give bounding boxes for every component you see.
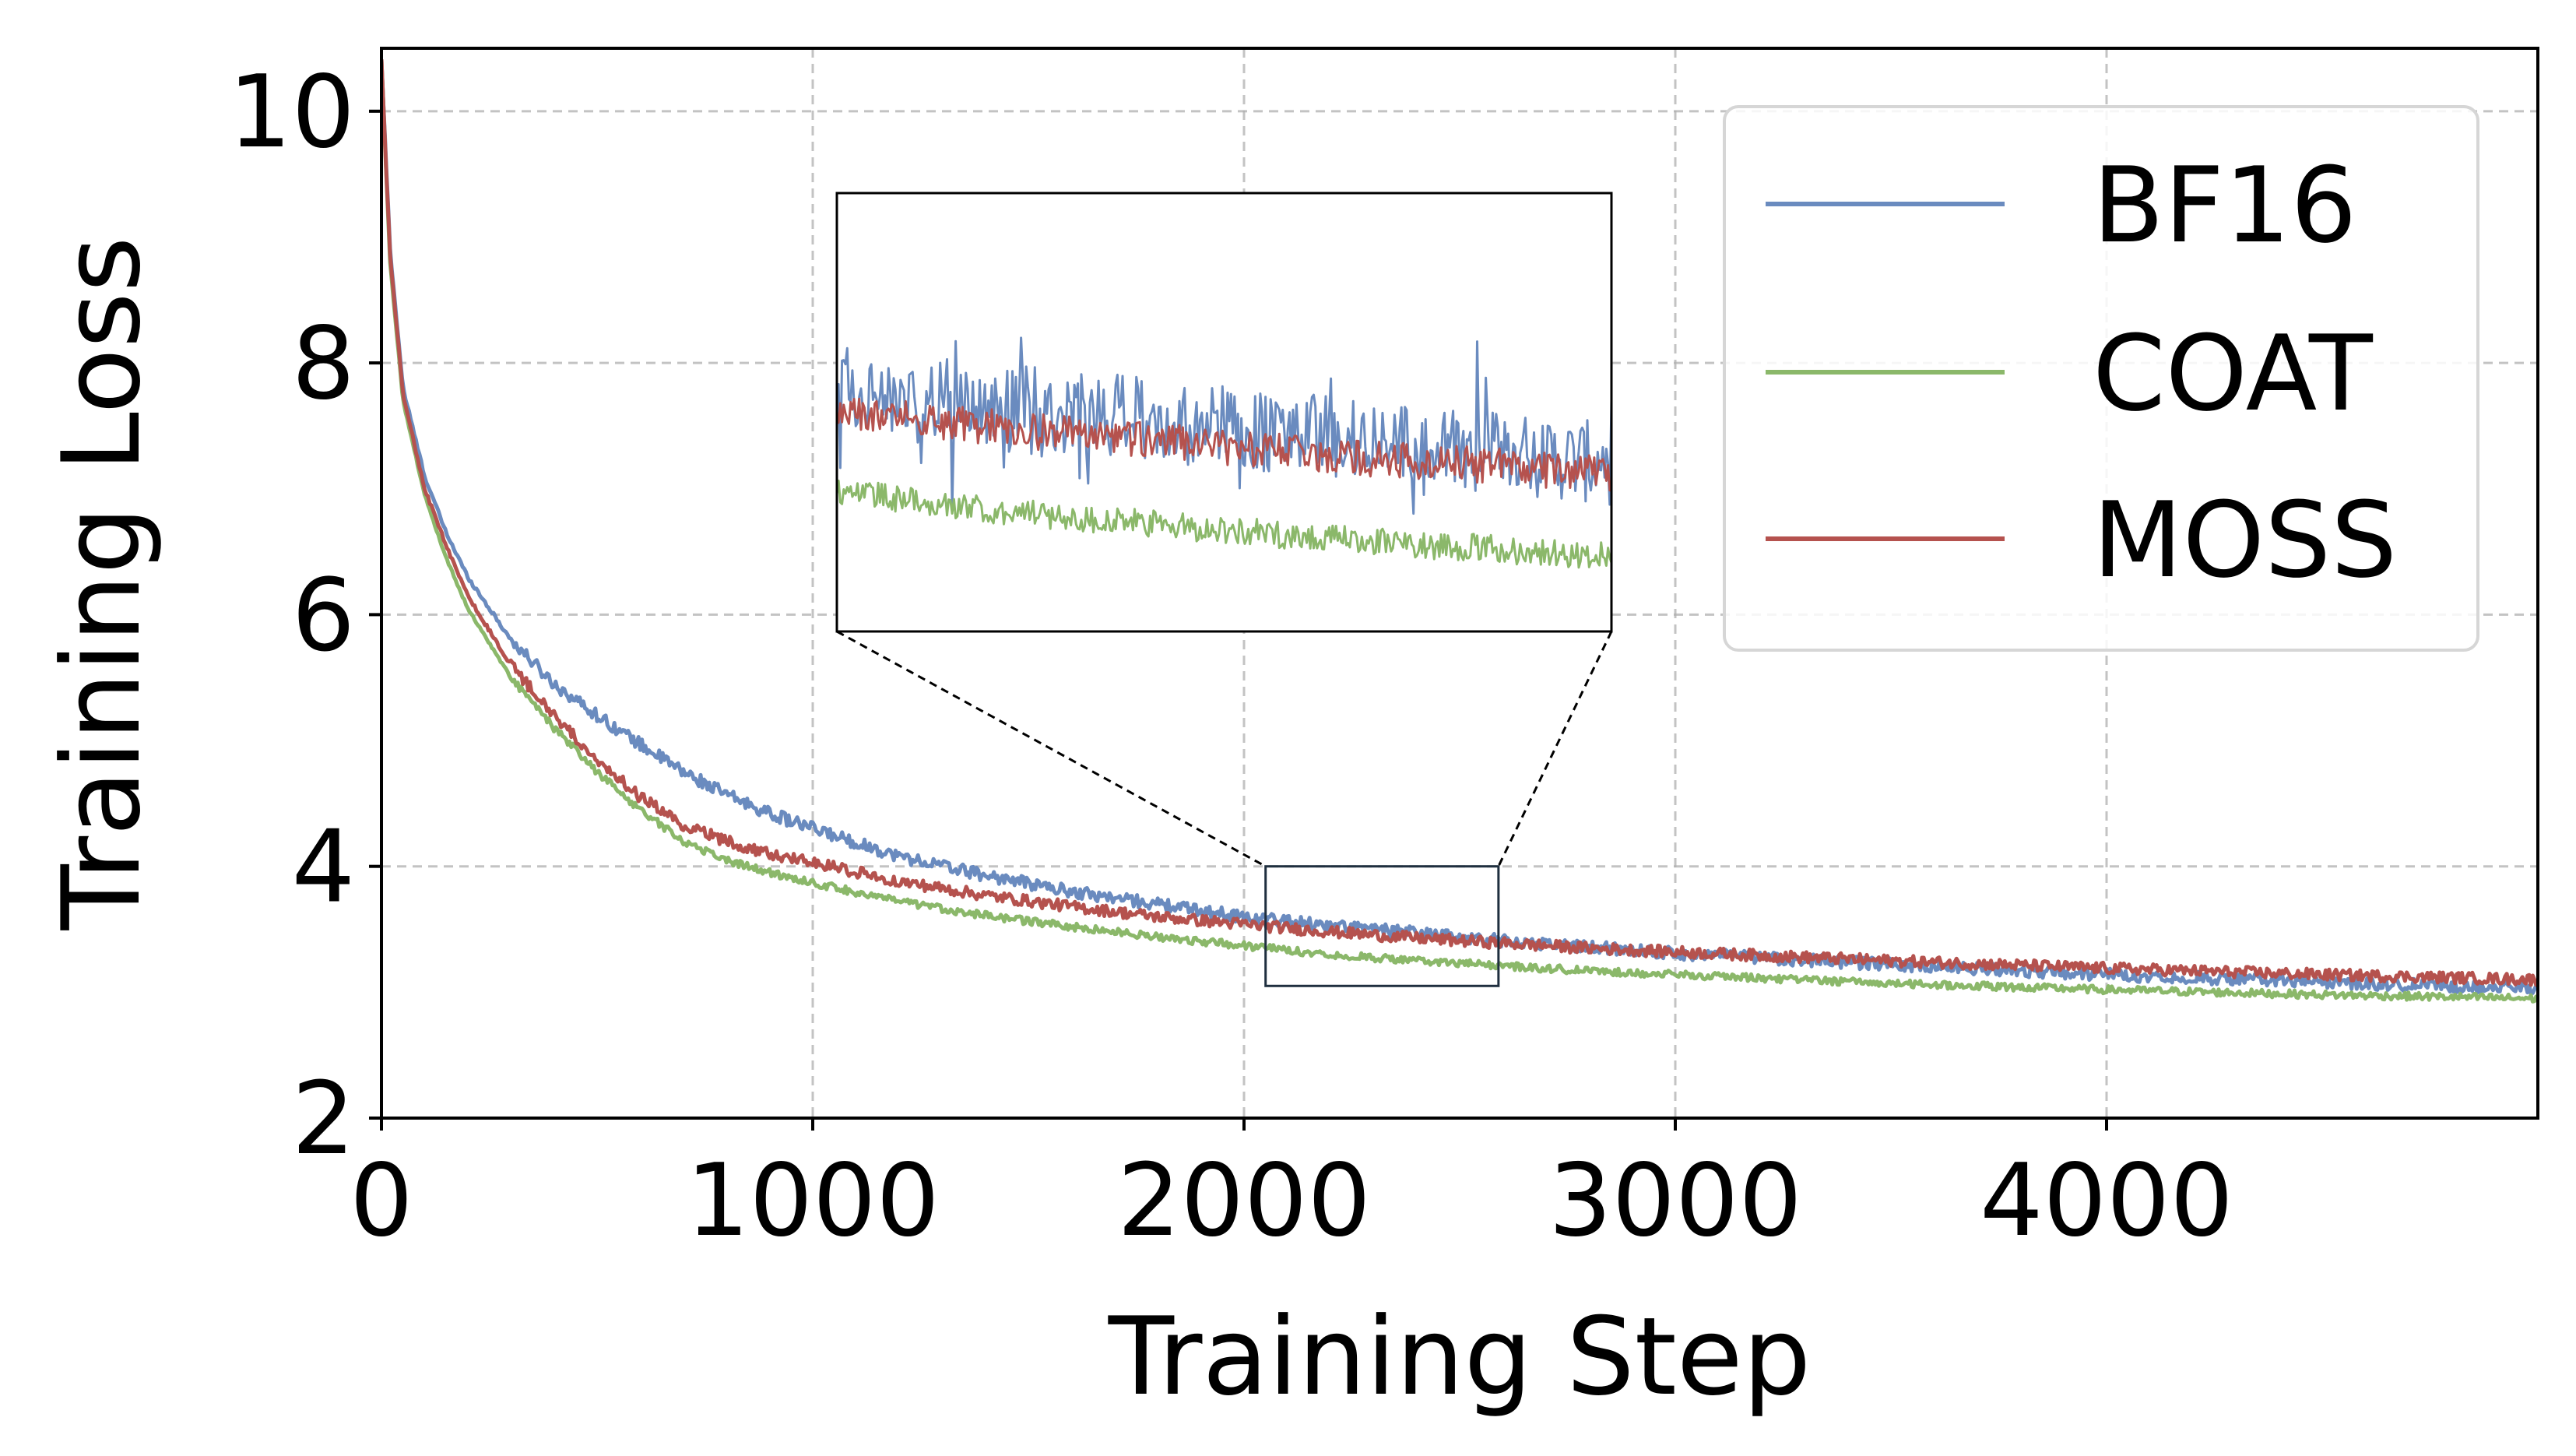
- series-line-moss: [381, 59, 2538, 987]
- inset-line-moss: [837, 397, 1611, 492]
- series-line-bf16: [381, 59, 2538, 996]
- plot-area-frame: [380, 47, 2539, 1120]
- legend-label-bf16: BF16: [2093, 145, 2357, 266]
- y-tick-label: 2: [292, 1061, 355, 1177]
- x-tick-label: 0: [350, 1143, 413, 1259]
- x-tick-label: 4000: [1980, 1143, 2233, 1259]
- y-tick-label: 4: [292, 810, 355, 926]
- y-tick-label: 8: [292, 306, 355, 422]
- y-tick-label: 6: [292, 557, 355, 673]
- inset-series: [837, 336, 1611, 569]
- axis-ticks: 0 1000 2000 3000 4000 2 4 6 8 10: [228, 55, 2233, 1259]
- legend: BF16 COAT MOSS: [1723, 105, 2479, 652]
- y-tick-label: 10: [228, 55, 355, 171]
- legend-label-coat: COAT: [2093, 313, 2374, 434]
- zoom-indicator: [836, 630, 1613, 987]
- y-axis-title: Training Loss: [39, 236, 164, 930]
- zoom-connector-right: [1497, 631, 1613, 867]
- series-lines: [381, 59, 2538, 1004]
- x-tick-label: 1000: [686, 1143, 940, 1259]
- zoom-inset: [835, 192, 1613, 633]
- inset-frame: [835, 192, 1613, 633]
- inset-line-coat: [837, 480, 1611, 569]
- zoom-region-box: [1264, 865, 1500, 987]
- series-line-coat: [381, 59, 2538, 1004]
- x-axis-title: Training Step: [1108, 1294, 1812, 1419]
- x-tick-label: 2000: [1117, 1143, 1371, 1259]
- x-tick-label: 3000: [1548, 1143, 1802, 1259]
- legend-frame: [1723, 105, 2479, 652]
- legend-label-moss: MOSS: [2093, 480, 2397, 601]
- zoom-connector-left: [836, 630, 1267, 868]
